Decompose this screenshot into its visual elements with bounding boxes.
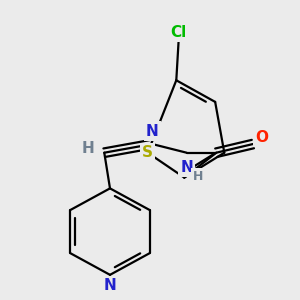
Text: O: O xyxy=(256,130,268,145)
Text: H: H xyxy=(82,141,94,156)
Text: N: N xyxy=(103,278,116,293)
Text: H: H xyxy=(193,170,203,183)
Text: S: S xyxy=(142,145,153,160)
Text: Cl: Cl xyxy=(170,25,187,40)
Text: N: N xyxy=(146,124,159,139)
Text: N: N xyxy=(180,160,193,175)
